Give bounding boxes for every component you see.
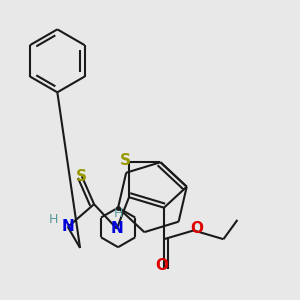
Text: N: N: [61, 219, 74, 234]
Text: O: O: [191, 221, 204, 236]
Text: H: H: [49, 213, 58, 226]
Text: O: O: [156, 258, 169, 273]
Text: S: S: [120, 153, 131, 168]
Text: N: N: [110, 221, 123, 236]
Text: H: H: [114, 208, 123, 220]
Text: S: S: [76, 169, 87, 184]
